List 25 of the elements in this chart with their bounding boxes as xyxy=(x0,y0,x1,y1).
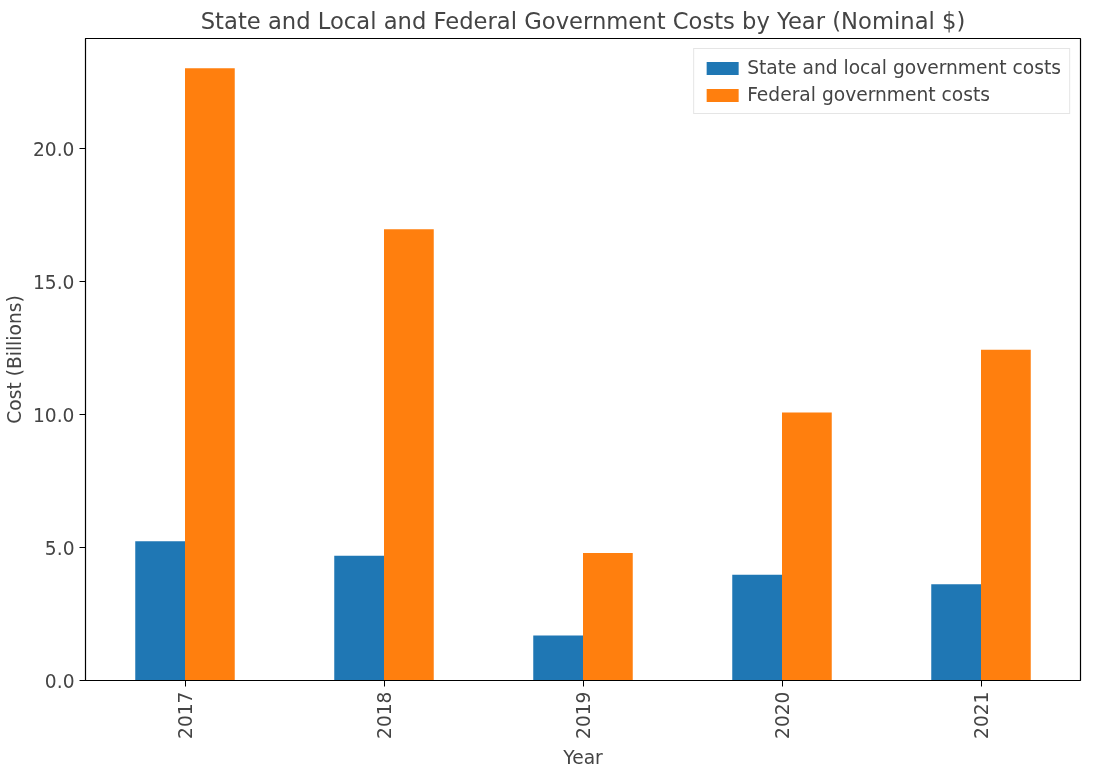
bar xyxy=(732,574,782,681)
bar xyxy=(782,412,832,681)
x-tick-label: 2021 xyxy=(971,691,992,739)
chart-title: State and Local and Federal Government Costs by Year (Nominal $) xyxy=(200,7,966,34)
bar xyxy=(931,584,981,681)
bar xyxy=(135,541,185,681)
x-tick-label: 2017 xyxy=(175,691,196,739)
x-axis-title: Year xyxy=(562,746,604,768)
y-tick-label: 10.0 xyxy=(32,404,75,426)
bar xyxy=(185,68,235,681)
legend-label: Federal government costs xyxy=(747,84,990,105)
x-tick-label: 2020 xyxy=(772,691,793,739)
bar xyxy=(334,555,384,681)
bar xyxy=(533,635,583,681)
y-tick-label: 20.0 xyxy=(32,138,75,160)
x-tick-label: 2018 xyxy=(374,691,395,739)
y-axis-title: Cost (Billions) xyxy=(3,295,25,424)
y-tick-label: 0.0 xyxy=(44,670,75,692)
x-tick-label: 2019 xyxy=(573,691,594,739)
y-tick-label: 5.0 xyxy=(44,537,75,559)
legend-label: State and local government costs xyxy=(747,57,1061,78)
bar xyxy=(583,552,633,681)
bar xyxy=(981,349,1031,681)
bar xyxy=(384,229,434,681)
y-tick-label: 15.0 xyxy=(32,271,75,293)
